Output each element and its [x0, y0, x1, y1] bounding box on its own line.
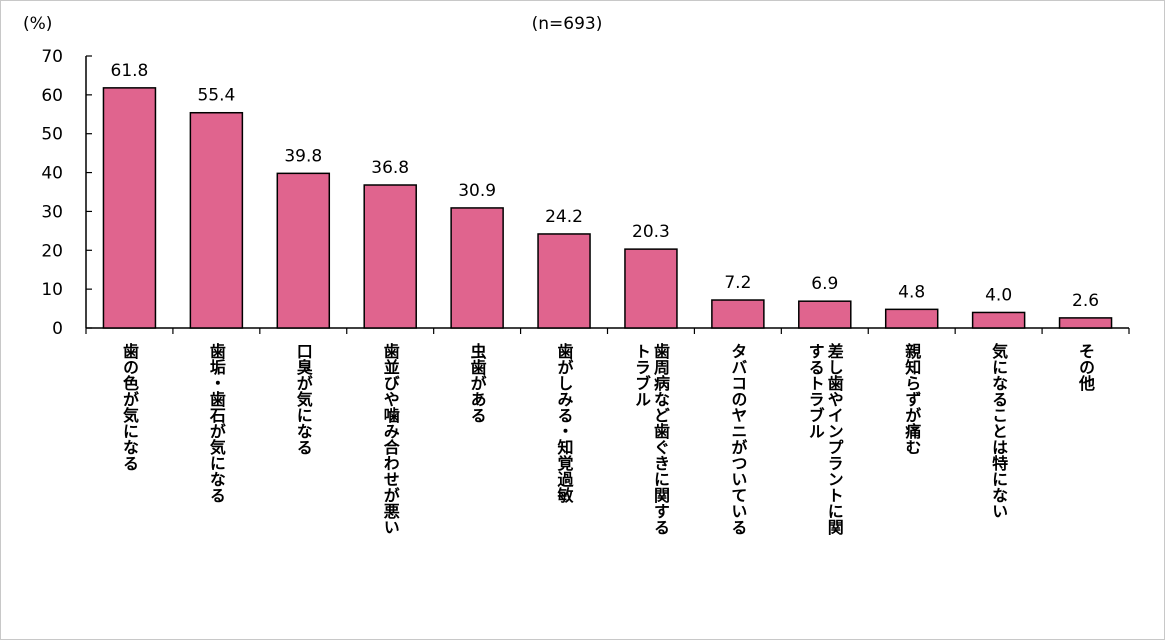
bar — [276, 172, 331, 329]
x-tick-label: タバコのヤニがついている — [728, 343, 747, 535]
data-label: 7.2 — [724, 273, 751, 293]
bar — [884, 308, 939, 329]
x-tick-label: 口臭が気になる — [294, 343, 313, 455]
x-tick-label: 歯の色が気になる — [120, 342, 139, 471]
bars — [102, 87, 1113, 329]
data-label: 6.9 — [811, 274, 838, 294]
x-tick-label: 親知らずが痛む — [902, 342, 922, 455]
data-label: 2.6 — [1072, 291, 1099, 311]
y-unit-label: (%) — [23, 14, 52, 34]
bar — [102, 87, 157, 329]
y-tick-label: 30 — [41, 202, 63, 222]
x-tick-label: 歯並びや噛み合わせが悪い — [381, 342, 400, 535]
y-tick-label: 40 — [41, 164, 63, 184]
x-tick-label: 歯周病など歯ぐきに関する — [651, 342, 670, 535]
y-tick-label: 0 — [52, 319, 63, 339]
bar — [711, 299, 765, 329]
sample-size-label: (n=693) — [532, 14, 603, 34]
labels: 61.8 歯の色が気になる 55.4 歯垢・歯石が気になる 39.8 口臭が気になる 36.… — [111, 61, 1100, 536]
x-tick-label: トラブル — [632, 343, 651, 407]
data-label: 55.4 — [197, 86, 235, 106]
data-label: 24.2 — [545, 207, 583, 227]
x-tick-label: 歯がしみる・知覚過敏 — [555, 342, 575, 504]
bar — [189, 111, 244, 329]
y-tick-label: 70 — [41, 47, 63, 67]
data-label: 39.8 — [284, 146, 322, 166]
bar — [1058, 317, 1113, 329]
x-tick-label: 歯垢・歯石が気になる — [207, 342, 227, 503]
data-label: 4.8 — [898, 282, 925, 302]
y-tick-label: 10 — [41, 280, 63, 300]
data-label: 61.8 — [111, 61, 149, 81]
y-tick-label: 50 — [41, 125, 63, 145]
y-tick-label: 20 — [41, 241, 63, 261]
x-tick-label: 差し歯やインプラントに関 — [825, 342, 844, 536]
x-tick-label: するトラブル — [806, 343, 825, 439]
bar — [450, 207, 504, 329]
y-tick-label: 60 — [41, 86, 63, 106]
bar — [363, 184, 417, 329]
x-tick-label: 気になることは特にない — [989, 342, 1008, 519]
data-label: 4.0 — [985, 285, 1012, 305]
data-label: 36.8 — [371, 158, 409, 178]
bar — [537, 233, 591, 329]
axes: 0 10 20 30 40 50 60 70 — [41, 47, 1130, 339]
data-label: 20.3 — [632, 222, 670, 242]
x-tick-label: その他 — [1076, 343, 1096, 392]
x-tick-label: 虫歯がある — [468, 342, 487, 423]
bar — [971, 311, 1026, 329]
data-label: 30.9 — [458, 181, 496, 201]
bar — [624, 248, 678, 329]
bar — [798, 300, 852, 329]
